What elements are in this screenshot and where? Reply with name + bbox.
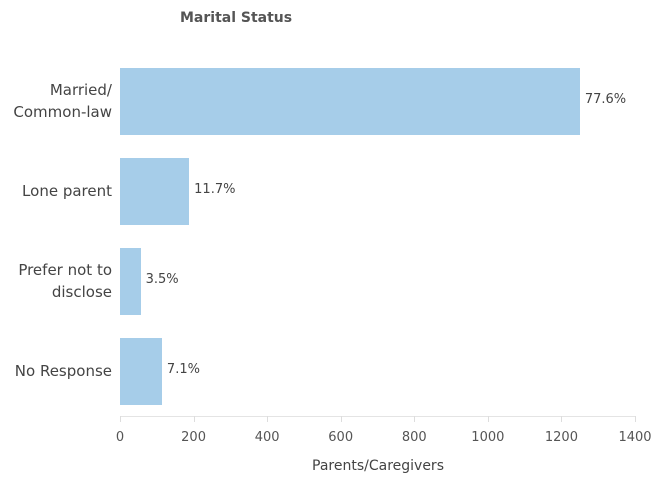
category-label: Married/ Common-law xyxy=(13,81,112,121)
x-tick-label: 200 xyxy=(181,430,206,445)
tick-mark xyxy=(561,416,563,422)
x-tick-label: 800 xyxy=(401,430,427,445)
x-tick-label: 1400 xyxy=(618,430,652,445)
x-axis-line xyxy=(120,416,635,417)
value-label: 11.7% xyxy=(194,182,236,197)
bar xyxy=(120,247,141,315)
tick-mark xyxy=(340,416,342,422)
bar xyxy=(120,337,162,405)
tick-mark xyxy=(193,416,195,422)
value-label: 77.6% xyxy=(584,92,627,107)
x-tick-label: 400 xyxy=(254,430,280,445)
tick-mark xyxy=(635,416,636,422)
x-axis-label: Parents/Caregivers xyxy=(312,458,444,474)
bar xyxy=(120,67,580,135)
value-label: 7.1% xyxy=(166,362,200,377)
category-label: No Response xyxy=(14,362,112,380)
tick-mark xyxy=(414,416,416,422)
x-tick-label: 1000 xyxy=(471,430,505,445)
x-tick-label: 0 xyxy=(115,430,125,445)
category-label: Lone parent xyxy=(22,182,112,200)
tick-mark xyxy=(267,416,269,422)
x-tick-label: 600 xyxy=(328,430,354,445)
tick-mark xyxy=(120,416,121,422)
bar xyxy=(120,157,190,225)
x-tick-label: 1200 xyxy=(544,430,578,445)
value-label: 3.5% xyxy=(145,272,179,287)
category-label: Prefer not to disclose xyxy=(18,261,112,301)
tick-mark xyxy=(487,416,489,422)
chart-title: Marital Status xyxy=(180,10,293,26)
